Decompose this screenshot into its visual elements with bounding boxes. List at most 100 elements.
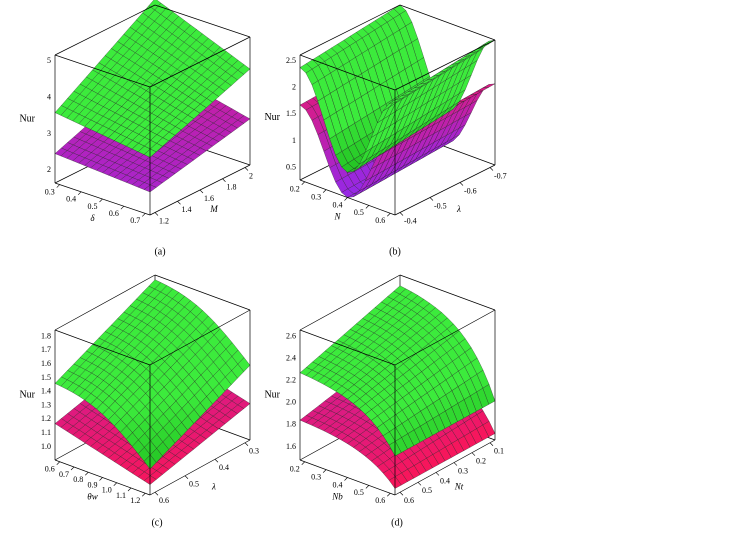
x-tick-label: 0.3 bbox=[311, 472, 321, 481]
tick-mark bbox=[214, 459, 219, 463]
z-tick-label: 1.8 bbox=[286, 420, 296, 429]
y-tick-label: 1.4 bbox=[182, 205, 192, 214]
box-edge bbox=[299, 4, 401, 56]
z-tick-label: 1.6 bbox=[41, 359, 51, 368]
panel-caption: (c) bbox=[151, 517, 162, 528]
tick-mark bbox=[56, 184, 60, 188]
x-tick-label: 0.6 bbox=[45, 465, 55, 474]
x-tick-label: 0.5 bbox=[354, 488, 364, 497]
tick-mark bbox=[142, 213, 146, 217]
x-tick-label: 0.2 bbox=[290, 185, 300, 194]
tick-mark bbox=[154, 492, 159, 496]
z-tick-label: 4 bbox=[47, 92, 51, 101]
tick-mark bbox=[99, 198, 103, 203]
y-tick-label: -0.7 bbox=[494, 171, 507, 180]
y-tick-label: -0.6 bbox=[464, 186, 477, 195]
x-tick-label: 0.4 bbox=[333, 200, 343, 209]
x-tick-label: 0.7 bbox=[130, 216, 140, 225]
tick-mark bbox=[85, 472, 89, 476]
tick-mark bbox=[429, 197, 434, 201]
y-tick-label: 0.4 bbox=[440, 476, 450, 485]
tick-mark bbox=[222, 178, 226, 182]
tick-mark bbox=[301, 461, 305, 465]
box-edge bbox=[149, 36, 251, 88]
x-axis-label: Nb bbox=[331, 492, 343, 502]
box-edge bbox=[394, 39, 496, 91]
y-tick-label: 0.5 bbox=[189, 480, 199, 489]
z-tick-label: 1.5 bbox=[286, 109, 296, 118]
y-tick-label: 0.1 bbox=[494, 447, 504, 456]
x-tick-label: 0.3 bbox=[45, 187, 55, 196]
y-tick-label: 0.3 bbox=[249, 447, 259, 456]
y-axis-label: M bbox=[209, 204, 218, 214]
x-tick-label: 0.6 bbox=[109, 209, 119, 218]
x-tick-label: 0.5 bbox=[354, 208, 364, 217]
z-tick-label: 0.5 bbox=[286, 162, 296, 171]
surface-cell bbox=[482, 83, 496, 89]
tick-mark bbox=[70, 466, 75, 471]
surface-plot: 0.3 0.4 0.5 0.6 0.7 1.2 1.4 1.6 1.8 2 2 3 4 5 δ M Nur (a) bbox=[19, 0, 253, 257]
z-tick-label: 1.2 bbox=[41, 414, 51, 423]
tick-mark bbox=[154, 212, 159, 216]
tick-mark bbox=[453, 462, 458, 466]
y-axis-label: λ bbox=[211, 482, 216, 492]
z-tick-label: 2.6 bbox=[286, 331, 296, 340]
tick-mark bbox=[435, 472, 440, 476]
tick-mark bbox=[113, 482, 117, 486]
tick-mark bbox=[489, 167, 494, 171]
box-edge bbox=[394, 164, 496, 216]
x-tick-label: 0.9 bbox=[88, 480, 98, 489]
y-tick-label: 1.8 bbox=[227, 183, 237, 192]
tick-mark bbox=[387, 213, 391, 217]
y-tick-label: 0.5 bbox=[422, 486, 432, 495]
tick-mark bbox=[127, 487, 132, 492]
panel-caption: (a) bbox=[154, 246, 165, 257]
tick-mark bbox=[344, 477, 348, 481]
z-tick-label: 1.4 bbox=[41, 387, 51, 396]
tick-mark bbox=[77, 191, 82, 196]
tick-mark bbox=[120, 205, 125, 210]
box-edge bbox=[394, 309, 496, 366]
box-edge bbox=[154, 274, 251, 311]
z-tick-label: 1.5 bbox=[41, 373, 51, 382]
z-tick-label: 1.6 bbox=[286, 442, 296, 451]
tick-mark bbox=[199, 189, 204, 194]
y-tick-label: 0.4 bbox=[219, 463, 229, 472]
y-tick-label: 0.2 bbox=[476, 456, 486, 465]
tick-mark bbox=[322, 189, 327, 193]
y-tick-label: 1.2 bbox=[159, 216, 169, 225]
box-edge bbox=[299, 329, 396, 366]
tick-mark bbox=[344, 197, 348, 201]
x-tick-label: 0.2 bbox=[290, 465, 300, 474]
tick-mark bbox=[301, 181, 305, 185]
box-edge bbox=[54, 4, 156, 56]
y-tick-label: 0.6 bbox=[404, 496, 414, 505]
x-tick-label: 0.6 bbox=[375, 216, 385, 225]
box-edge bbox=[399, 274, 496, 311]
z-tick-label: 5 bbox=[47, 56, 51, 65]
box-edge bbox=[54, 274, 156, 331]
tick-mark bbox=[142, 493, 146, 497]
z-tick-label: 1 bbox=[292, 136, 296, 145]
box-edge bbox=[54, 329, 151, 366]
box-edge bbox=[154, 4, 251, 38]
surface-cell bbox=[476, 87, 489, 92]
x-tick-label: 0.3 bbox=[311, 192, 321, 201]
tick-mark bbox=[99, 477, 103, 481]
box-edge bbox=[399, 4, 496, 41]
y-tick-label: -0.5 bbox=[434, 201, 447, 210]
tick-mark bbox=[471, 452, 476, 456]
tick-mark bbox=[399, 212, 404, 216]
tick-mark bbox=[56, 461, 60, 465]
x-tick-label: 0.6 bbox=[375, 496, 385, 505]
z-tick-label: 3 bbox=[47, 129, 51, 138]
z-tick-label: 2.4 bbox=[286, 353, 296, 362]
tick-mark bbox=[244, 442, 249, 446]
z-axis-label: Nur bbox=[19, 113, 35, 124]
tick-mark bbox=[244, 167, 249, 171]
box-edge bbox=[149, 309, 251, 366]
y-tick-label: 2 bbox=[249, 171, 253, 180]
tick-mark bbox=[177, 201, 181, 205]
tick-mark bbox=[365, 485, 370, 489]
